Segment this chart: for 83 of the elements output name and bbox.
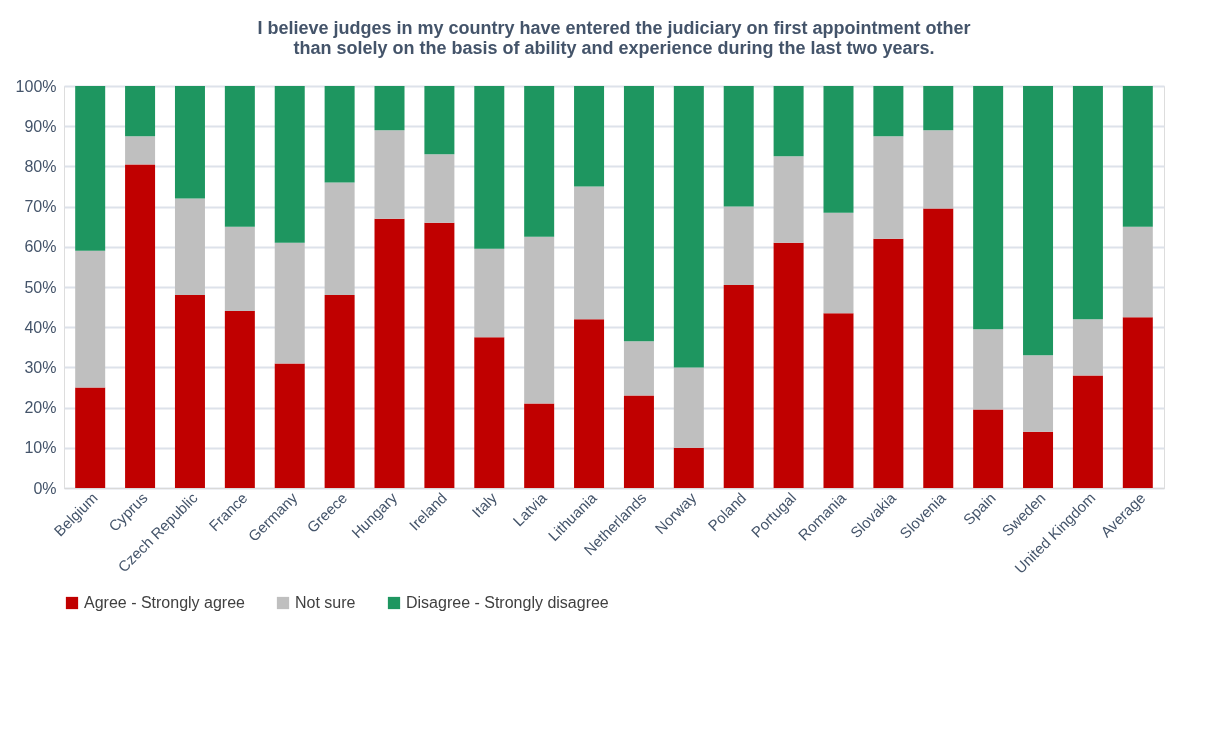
bar — [973, 409, 1004, 488]
bar — [723, 284, 754, 488]
bar — [75, 387, 106, 488]
bar — [424, 154, 455, 223]
bar — [474, 248, 505, 338]
legend-label: Not sure — [295, 594, 356, 611]
bar — [923, 208, 954, 488]
bar — [923, 130, 954, 209]
bar — [274, 363, 305, 488]
bar — [1122, 317, 1153, 488]
bar — [723, 206, 754, 285]
bar — [574, 86, 605, 187]
bar — [873, 136, 904, 239]
bar — [524, 403, 555, 488]
bar — [823, 313, 854, 488]
legend-label: Agree - Strongly agree — [84, 594, 246, 611]
bar — [374, 86, 405, 131]
bar — [424, 86, 455, 155]
bar — [574, 319, 605, 488]
bar — [623, 86, 654, 342]
bar — [324, 295, 355, 488]
bar — [1072, 319, 1103, 376]
y-tick-label: 90% — [24, 117, 57, 135]
bar — [1072, 86, 1103, 320]
bar — [574, 186, 605, 320]
bar — [274, 242, 305, 364]
bar — [873, 238, 904, 488]
bar — [1023, 431, 1054, 488]
bar — [224, 226, 255, 312]
bar — [174, 86, 205, 199]
y-tick-label: 70% — [24, 198, 57, 216]
bar — [973, 329, 1004, 410]
bar — [125, 86, 156, 137]
y-tick-label: 60% — [24, 238, 57, 256]
y-tick-label: 0% — [33, 479, 57, 497]
bar — [75, 86, 106, 251]
text: I believe judges in my country have entered the judiciary on first appointment other — [257, 18, 971, 38]
bar — [75, 250, 106, 388]
bar — [374, 218, 405, 488]
y-tick-label: 50% — [24, 278, 57, 296]
bar — [474, 86, 505, 249]
bar — [873, 86, 904, 137]
bar — [1023, 86, 1054, 356]
bar — [673, 367, 704, 448]
bar — [1122, 226, 1153, 318]
bar — [524, 86, 555, 237]
bar — [524, 236, 555, 404]
y-tick-label: 20% — [24, 399, 57, 417]
bar — [673, 86, 704, 368]
legend-label: Disagree - Strongly disagree — [406, 594, 609, 611]
bar — [174, 198, 205, 296]
text: than solely on the basis of ability and experience during the last two years. — [293, 38, 935, 58]
bar — [274, 86, 305, 243]
bar — [1122, 86, 1153, 227]
bar — [923, 86, 954, 131]
bar — [224, 86, 255, 227]
y-tick-label: 80% — [24, 157, 57, 175]
bar — [773, 242, 804, 488]
y-tick-label: 100% — [15, 77, 57, 95]
y-tick-label: 40% — [24, 318, 57, 336]
bar — [324, 86, 355, 183]
bar — [324, 182, 355, 296]
bar — [125, 164, 156, 488]
bar — [973, 86, 1004, 330]
bar — [773, 86, 804, 157]
bar — [1072, 375, 1103, 488]
bar — [723, 86, 754, 207]
bar — [623, 341, 654, 396]
x-tick-label: Italy — [468, 488, 501, 521]
bar — [224, 311, 255, 488]
bar — [623, 395, 654, 488]
bar — [474, 337, 505, 488]
bar — [823, 212, 854, 314]
bar — [174, 295, 205, 488]
bar — [773, 156, 804, 243]
bar — [125, 136, 156, 165]
bar — [1023, 355, 1054, 432]
y-tick-label: 30% — [24, 358, 57, 376]
bar — [673, 447, 704, 488]
y-tick-label: 10% — [24, 439, 57, 457]
bar — [424, 222, 455, 488]
bar — [374, 130, 405, 219]
bar — [823, 86, 854, 213]
